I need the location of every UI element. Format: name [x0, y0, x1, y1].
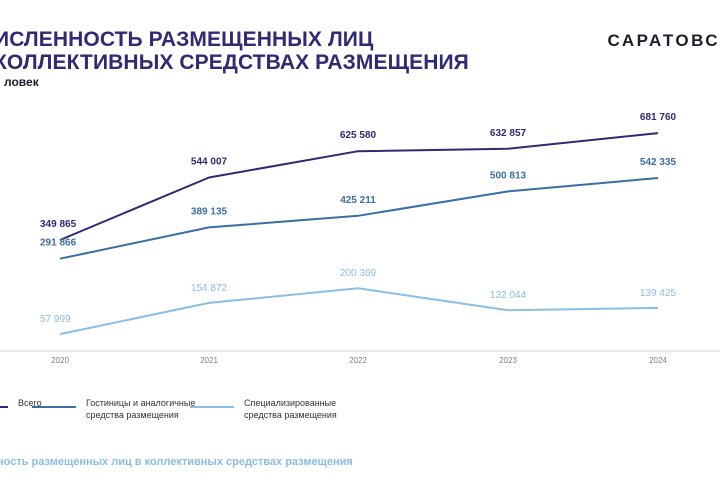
line-chart: 2020 2021 2022 2023 2024 349 865 544 007 625 58… — [0, 112, 720, 365]
x-tick-label: 2020 — [51, 356, 69, 365]
series-hotels-data-label: 542 335 — [640, 157, 677, 168]
series-hotels-data-label: 389 135 — [191, 206, 228, 217]
legend-swatch-total — [0, 406, 8, 408]
x-tick-label: 2022 — [349, 356, 367, 365]
legend-swatch-specialized — [190, 406, 234, 408]
series-specialized-data-label: 139 425 — [640, 288, 677, 299]
legend-item-specialized: Специализированные средства размещения — [190, 398, 337, 421]
legend-label-hotels: Гостиницы и аналогичные средства размеще… — [86, 398, 196, 420]
series-specialized-data-label: 132 044 — [490, 290, 527, 301]
legend-swatch-hotels — [32, 406, 76, 408]
series-total-data-label: 681 760 — [640, 112, 677, 123]
legend-item-hotels: Гостиницы и аналогичные средства размеще… — [32, 398, 195, 421]
chart-title: ИСЛЕННОСТЬ РАЗМЕЩЕННЫХ ЛИЦ КОЛЛЕКТИВНЫХ … — [0, 28, 469, 74]
series-hotels-data-label: 500 813 — [490, 170, 527, 181]
title-line-2: КОЛЛЕКТИВНЫХ СРЕДСТВАХ РАЗМЕЩЕНИЯ — [0, 51, 469, 74]
series-specialized-line — [59, 287, 659, 336]
unit-label: ловек — [4, 75, 39, 89]
series-total-data-label: 349 865 — [40, 219, 77, 230]
series-specialized-data-label: 57 999 — [40, 314, 71, 325]
series-total-data-label: 544 007 — [191, 157, 228, 168]
legend-label-specialized: Специализированные средства размещения — [244, 398, 337, 420]
legend-item-total: Всего — [0, 398, 42, 410]
chart-legend: Всего Гостиницы и аналогичные средства р… — [0, 398, 720, 438]
series-total-data-label: 632 857 — [490, 128, 527, 139]
series-specialized-data-label: 154 872 — [191, 283, 228, 294]
series-total-line — [59, 132, 659, 241]
series-specialized-data-label: 200 369 — [340, 268, 377, 279]
x-tick-label: 2021 — [200, 356, 218, 365]
x-tick-label: 2024 — [649, 356, 667, 365]
brand-logo-text: САРАТОВС — [607, 31, 720, 50]
legend-label-total: Всего — [18, 398, 42, 408]
series-hotels-line — [59, 177, 659, 260]
footer-caption: ность размещенных лиц в коллективных сре… — [0, 456, 353, 468]
x-tick-label: 2023 — [499, 356, 517, 365]
series-hotels-data-label: 291 866 — [40, 238, 77, 249]
series-total-data-label: 625 580 — [340, 130, 377, 141]
title-line-1: ИСЛЕННОСТЬ РАЗМЕЩЕННЫХ ЛИЦ — [0, 28, 374, 51]
series-hotels-data-label: 425 211 — [340, 195, 376, 206]
